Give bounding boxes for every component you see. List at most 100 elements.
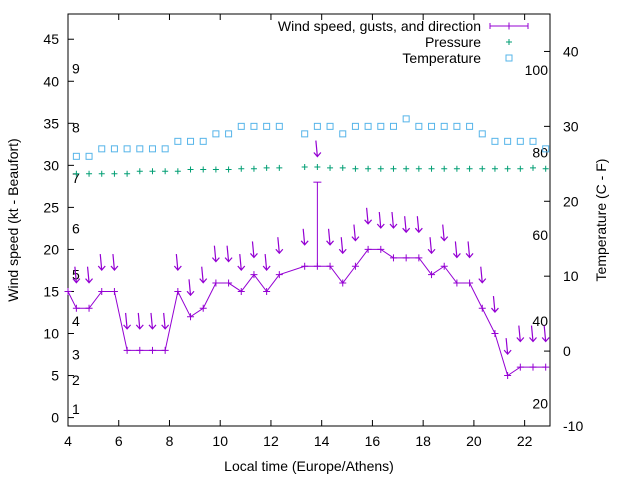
wind-speed-point <box>250 271 258 279</box>
wind-speed-point <box>148 346 156 354</box>
y-right-tick-label: -10 <box>563 418 583 434</box>
pressure-point <box>238 165 245 172</box>
pressure-point <box>276 164 283 171</box>
wind-speed-line <box>67 248 546 377</box>
pressure-point <box>377 165 384 172</box>
y-left-tick-label: 5 <box>51 368 59 384</box>
legend-label-pressure: Pressure <box>425 34 481 50</box>
y-left-tick-label: 15 <box>43 283 59 299</box>
wind-direction-arrow <box>85 266 94 284</box>
temperature-point <box>428 122 436 130</box>
wind-speed-point <box>161 346 169 354</box>
wind-speed-point <box>428 271 436 279</box>
legend-swatch-temperature <box>505 54 513 62</box>
beaufort-label: 8 <box>72 120 80 136</box>
temperature-point <box>326 122 334 130</box>
x-tick-label: 14 <box>314 433 330 449</box>
fahrenheit-label: 20 <box>532 396 548 412</box>
legend-label-wind: Wind speed, gusts, and direction <box>278 18 481 34</box>
temperature-point <box>174 137 182 145</box>
wind-speed-point <box>174 287 182 295</box>
wind-direction-arrow <box>516 325 525 343</box>
pressure-point <box>111 170 118 177</box>
wind-speed-point <box>466 279 474 287</box>
wind-speed-point <box>478 304 486 312</box>
temperature-point <box>212 130 220 138</box>
pressure-point <box>86 170 93 177</box>
temperature-point <box>225 130 233 138</box>
wind-speed-point <box>98 287 106 295</box>
pressure-point <box>415 165 422 172</box>
y-left-axis-label: Wind speed (kt - Beaufort) <box>5 138 21 301</box>
y-right-tick-label: 20 <box>563 193 579 209</box>
wind-speed-point <box>187 313 195 321</box>
temperature-point <box>453 122 461 130</box>
wind-direction-arrow <box>503 338 512 356</box>
y-right-tick-label: 40 <box>563 43 579 59</box>
x-tick-label: 16 <box>365 433 381 449</box>
temperature-point <box>187 137 195 145</box>
y-left-tick-label: 20 <box>43 241 59 257</box>
temperature-point <box>466 122 474 130</box>
wind-direction-arrow <box>199 266 208 284</box>
pressure-point <box>327 164 334 171</box>
y-left-tick-label: 30 <box>43 157 59 173</box>
temperature-point <box>491 137 499 145</box>
wind-speed-point <box>542 363 550 371</box>
plot-frame <box>67 13 551 427</box>
temperature-point <box>250 122 258 130</box>
beaufort-label: 2 <box>72 372 80 388</box>
fahrenheit-label: 100 <box>525 62 549 78</box>
pressure-point <box>149 168 156 175</box>
wind-direction-arrow <box>541 325 550 343</box>
temperature-point <box>275 122 283 130</box>
x-axis-label: Local time (Europe/Athens) <box>224 458 394 474</box>
pressure-point <box>542 165 549 172</box>
pressure-point <box>225 166 232 173</box>
beaufort-label: 4 <box>72 313 80 329</box>
wind-direction-arrow <box>275 237 284 255</box>
wind-speed-point <box>415 254 423 262</box>
wind-direction-arrow <box>110 253 119 271</box>
wind-direction-arrow <box>211 245 220 263</box>
pressure-point <box>124 170 131 177</box>
wind-direction-arrow <box>237 253 246 271</box>
beaufort-label: 7 <box>72 170 80 186</box>
y-left-tick-label: 25 <box>43 199 59 215</box>
temperature-point <box>377 122 385 130</box>
temperature-point <box>440 122 448 130</box>
wind-direction-arrow <box>135 312 144 330</box>
wind-speed-point <box>136 346 144 354</box>
temperature-point <box>389 122 397 130</box>
fahrenheit-label: 60 <box>532 227 548 243</box>
wind-speed-point <box>237 287 245 295</box>
fahrenheit-label: 80 <box>532 145 548 161</box>
temperature-point <box>72 152 80 160</box>
wind-speed-point <box>402 254 410 262</box>
wind-direction-arrow <box>427 237 436 255</box>
temperature-point <box>301 130 309 138</box>
y-left-tick-label: 45 <box>43 31 59 47</box>
wind-speed-point <box>377 245 385 253</box>
wind-direction-arrow <box>72 266 81 284</box>
x-tick-label: 10 <box>212 433 228 449</box>
pressure-point <box>517 165 524 172</box>
temperature-point <box>542 145 550 153</box>
pressure-point <box>263 164 270 171</box>
wind-direction-arrow <box>262 253 271 271</box>
pressure-point <box>466 165 473 172</box>
legend-label-temperature: Temperature <box>402 50 481 66</box>
wind-direction-arrow <box>452 241 461 259</box>
wind-speed-point <box>110 287 118 295</box>
wind-direction-arrow <box>402 216 411 234</box>
wind-direction-arrow <box>326 228 335 246</box>
wind-direction-arrow <box>123 312 132 330</box>
pressure-point <box>530 164 537 171</box>
temperature-point <box>504 137 512 145</box>
y-right-tick-label: 30 <box>563 118 579 134</box>
pressure-point <box>390 165 397 172</box>
wind-speed-point <box>491 330 499 338</box>
wind-speed-point <box>225 279 233 287</box>
x-tick-label: 8 <box>166 433 174 449</box>
wind-direction-arrow <box>97 253 106 271</box>
